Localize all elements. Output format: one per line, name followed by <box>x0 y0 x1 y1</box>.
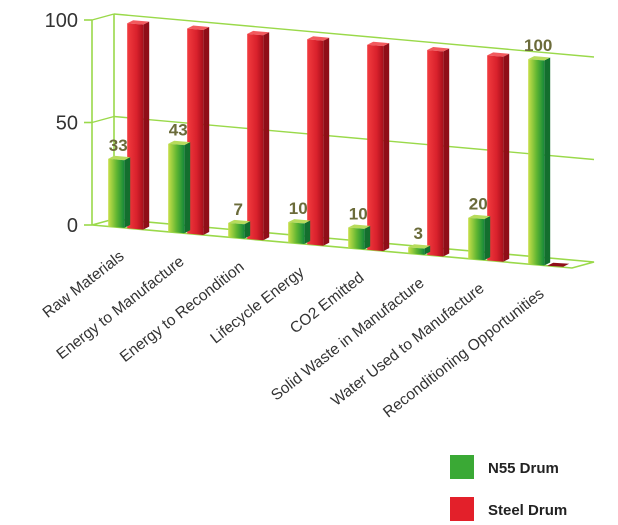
bar-n55-4-front <box>348 227 365 250</box>
data-label-n55: 3 <box>413 224 422 243</box>
bar-steel-4-front <box>367 44 384 252</box>
bar-steel-4-side <box>383 43 390 252</box>
grid-connector <box>91 13 115 21</box>
bar-n55-6-top <box>468 214 491 220</box>
legend-swatch-n55 <box>450 455 474 479</box>
bar-steel-0-front <box>127 23 144 230</box>
category-label: Energy to Manufacture <box>53 253 187 363</box>
bar-steel-1 <box>187 25 210 235</box>
data-label-n55: 7 <box>233 200 242 219</box>
y-tick-label: 0 <box>67 215 78 237</box>
bar-n55-6-front <box>468 217 485 261</box>
bar-n55-0-side <box>124 157 131 228</box>
bar-n55-1-side <box>184 142 191 234</box>
bar-n55-4-top <box>348 224 371 229</box>
bar-steel-5 <box>427 47 450 257</box>
bar-n55-7 <box>528 56 551 266</box>
data-label-n55: 100 <box>524 36 552 55</box>
bar-n55-7-top <box>528 56 551 61</box>
bar-n55-1-front <box>168 143 185 234</box>
bar-n55-5 <box>408 244 431 255</box>
bar-n55-0-top <box>108 155 131 161</box>
bar-steel-2-top <box>247 30 270 36</box>
bar-steel-1-side <box>203 27 210 235</box>
bar-steel-6-front <box>487 55 504 262</box>
legend-label-steel: Steel Drum <box>488 502 567 519</box>
legend-swatch-steel <box>450 497 474 521</box>
bar-steel-2-side <box>263 32 270 241</box>
bar-n55-2-front <box>228 222 245 239</box>
data-label-n55: 43 <box>169 121 188 140</box>
bar-steel-0 <box>127 20 150 230</box>
bar-n55-2-side <box>244 221 251 239</box>
bar-n55-7-front <box>528 59 545 266</box>
bar-steel-0-top <box>127 20 150 25</box>
y-tick-label: 50 <box>56 113 78 135</box>
bar-n55-1 <box>168 140 191 234</box>
bar-steel-1-front <box>187 28 204 235</box>
bar-steel-2-front <box>247 33 264 241</box>
grid-connector <box>91 115 115 124</box>
bar-steel-5-front <box>427 50 444 257</box>
data-label-n55: 33 <box>109 136 128 155</box>
bar-steel-0-side <box>143 21 150 230</box>
data-label-n55: 10 <box>289 199 308 218</box>
bar-steel-7 <box>547 262 570 267</box>
gridline <box>113 13 595 58</box>
bar-n55-3 <box>288 219 311 244</box>
y-tick-label: 100 <box>45 10 78 32</box>
bar-steel-3-side <box>323 37 330 246</box>
bar-n55-0 <box>108 155 131 228</box>
legend: N55 Drum Steel Drum <box>450 455 567 521</box>
bar-n55-6 <box>468 214 491 261</box>
bar-n55-5-side <box>424 245 431 255</box>
bar-n55-2-top <box>228 219 251 225</box>
bar-n55-3-top <box>288 219 311 224</box>
data-label-n55: 20 <box>469 195 488 214</box>
bar-n55-4 <box>348 224 371 250</box>
floor-plane <box>91 218 595 269</box>
bar-n55-4-side <box>364 225 371 250</box>
legend-label-n55: N55 Drum <box>488 460 559 477</box>
bar-n55-5-top <box>408 244 431 249</box>
bar-steel-3-top <box>307 36 330 41</box>
bar-n55-3-front <box>288 222 305 244</box>
bar-n55-6-side <box>484 216 491 261</box>
bar-steel-3-front <box>307 39 324 246</box>
bar-n55-1-top <box>168 140 191 146</box>
bar-steel-5-side <box>443 48 450 257</box>
bar-steel-3 <box>307 36 330 246</box>
bar-steel-1-top <box>187 25 210 30</box>
axes <box>84 13 595 269</box>
bar-n55-3-side <box>304 220 311 244</box>
bar-steel-6-top <box>487 52 510 57</box>
bars <box>108 20 570 267</box>
bar-steel-6 <box>487 52 510 262</box>
category-label: Energy to Recondition <box>117 258 248 365</box>
data-label-n55: 10 <box>349 204 368 223</box>
bar-n55-0-front <box>108 158 125 228</box>
bar-steel-4 <box>367 41 390 252</box>
bar-steel-2 <box>247 30 270 241</box>
bar-n55-5-front <box>408 247 425 255</box>
bar-steel-4-top <box>367 41 390 47</box>
bar-steel-6-side <box>503 53 510 262</box>
bar-steel-5-top <box>427 47 450 52</box>
bar-n55-7-side <box>544 57 551 266</box>
bar-n55-2 <box>228 219 251 239</box>
